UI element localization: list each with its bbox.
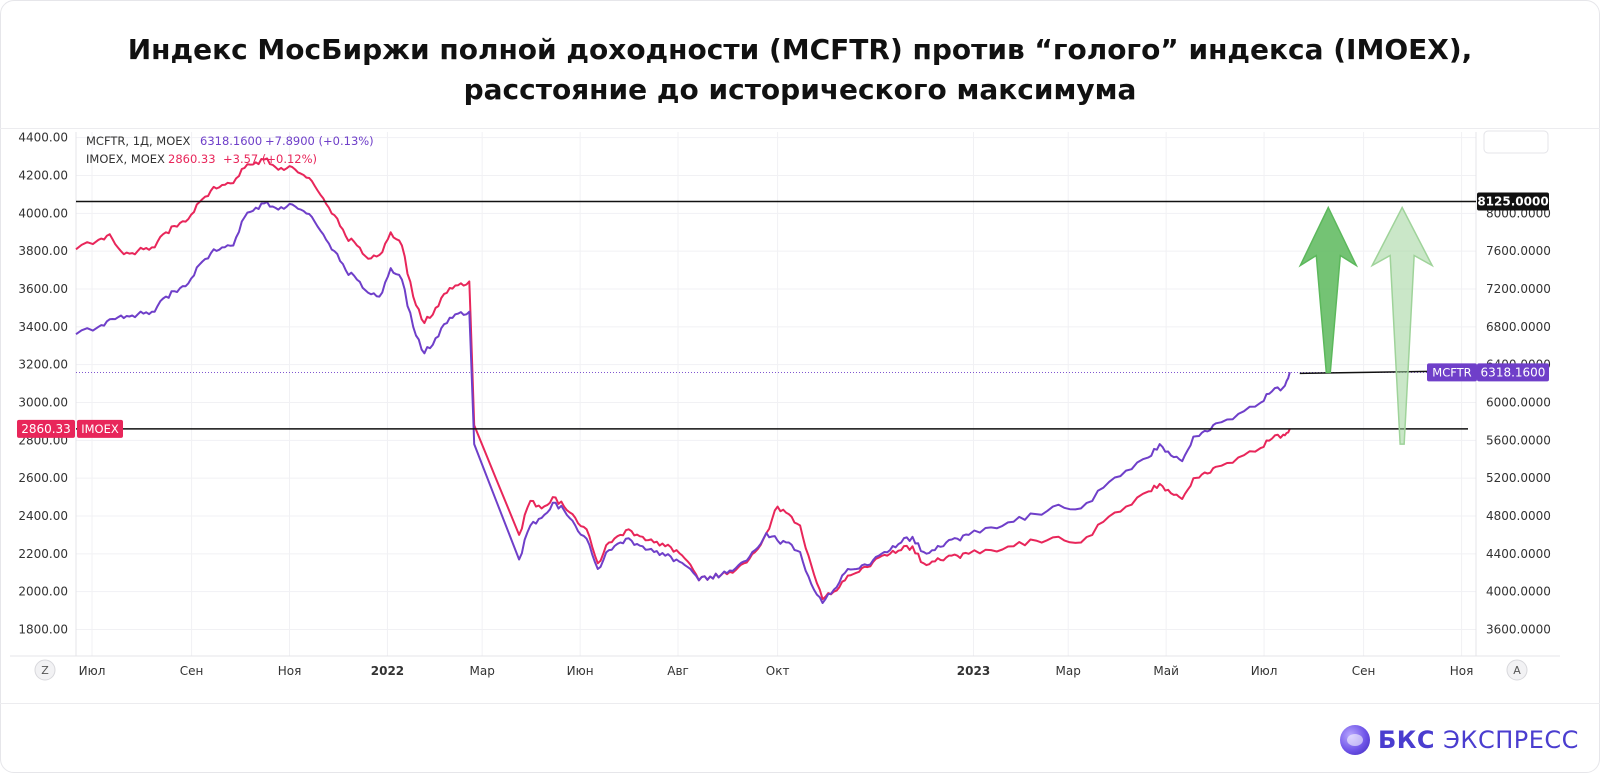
- x-axis-tick-label: Сен: [180, 664, 204, 678]
- max-level-badge: [1477, 192, 1549, 211]
- x-axis-tick-label: Июл: [79, 664, 106, 678]
- right-axis-tick-label: 5600.0000: [1486, 433, 1551, 447]
- x-axis-tick-label: Ноя: [278, 664, 302, 678]
- levels-layer: 8125.0000 MCFTR 6318.1600 2860.33 IMOEX: [17, 192, 1549, 438]
- right-axis-tick-label: 3600.0000: [1486, 623, 1551, 637]
- legend-imoex-value: 2860.33: [168, 152, 216, 166]
- legend-imoex-label[interactable]: IMOEX, MOEX: [86, 152, 165, 166]
- mcftr-last-badge: [1477, 363, 1549, 382]
- grid: [10, 132, 1560, 657]
- brand: БКС ЭКСПРЕСС: [1340, 722, 1579, 758]
- chart-frame: [0, 128, 1600, 704]
- imoex-last-badge: [17, 419, 75, 438]
- x-axis: Июл Сен Ноя 2022 Мар Июн Авг Окт 2023 Мар Май Июл Се…: [79, 664, 1474, 678]
- right-axis: 8000.00007600.00007200.00006800.00006400…: [1486, 206, 1551, 636]
- x-axis-tick-label: Сен: [1352, 664, 1376, 678]
- brand-logo-icon: [1340, 725, 1370, 755]
- right-axis-tick-label: 4800.0000: [1486, 509, 1551, 523]
- mcftr-tag-label: MCFTR: [1432, 365, 1471, 379]
- x-axis-tick-label: Авг: [667, 664, 689, 678]
- legend-mcftr-label[interactable]: MCFTR, 1Д, MOEX: [86, 134, 191, 148]
- left-axis-tick-label: 3000.00: [18, 396, 68, 410]
- imoex-last-value: 2860.33: [21, 422, 71, 436]
- left-axis-tick-label: 4400.00: [18, 131, 68, 145]
- left-axis-tick-label: 2600.00: [18, 471, 68, 485]
- chart-title-line-2: расстояние до исторического максимума: [463, 73, 1137, 106]
- brand-name-bold: БКС: [1378, 726, 1436, 754]
- chart-title: Индекс МосБиржи полной доходности (MCFTR…: [0, 30, 1600, 110]
- chart-title-line-1: Индекс МосБиржи полной доходности (MCFTR…: [127, 33, 1473, 66]
- right-axis-tick-label: 4000.0000: [1486, 585, 1551, 599]
- left-axis-tick-label: 2000.00: [18, 585, 68, 599]
- x-axis-tick-label: Июн: [567, 664, 594, 678]
- left-axis-tick-label: 3200.00: [18, 358, 68, 372]
- right-axis-tick-label: 6000.0000: [1486, 396, 1551, 410]
- brand-name-rest: ЭКСПРЕСС: [1443, 726, 1579, 754]
- imoex-tag-label: IMOEX: [81, 422, 119, 436]
- left-axis: 4400.00 4200.00 4000.00 3800.00 3600.00 3400.…: [18, 131, 68, 637]
- settings-corner[interactable]: [1483, 130, 1549, 154]
- mcftr-tag: [1427, 363, 1477, 382]
- legend-imoex-change: +3.57 (+0.12%): [223, 152, 317, 166]
- left-axis-tick-label: 3600.00: [18, 282, 68, 296]
- left-axis-tick-label: 4000.00: [18, 206, 68, 220]
- left-axis-tick-label: 3800.00: [18, 244, 68, 258]
- legend: MCFTR, 1Д, MOEX 6318.1600 +7.8900 (+0.13…: [86, 134, 374, 166]
- mcftr-last-value: 6318.1600: [1481, 365, 1546, 379]
- imoex-distance-arrow: [1370, 205, 1434, 445]
- x-axis-tick-label: 2023: [957, 664, 990, 678]
- series-layer: [75, 157, 1291, 604]
- auto-scale-button[interactable]: A: [1506, 659, 1528, 681]
- log-scale-button[interactable]: Z: [34, 659, 56, 681]
- arrows-layer: [1298, 205, 1434, 445]
- x-axis-tick-label: Май: [1153, 664, 1179, 678]
- mcftr-distance-line: [1299, 370, 1431, 375]
- max-level-value: 8125.0000: [1477, 195, 1548, 209]
- imoex-tag: [77, 419, 123, 438]
- right-axis-tick-label: 7200.0000: [1486, 282, 1551, 296]
- series-line-mcftr[interactable]: [75, 201, 1291, 604]
- log-scale-button-label: Z: [41, 664, 49, 677]
- auto-scale-button-label: A: [1513, 664, 1521, 677]
- left-axis-tick-label: 1800.00: [18, 623, 68, 637]
- brand-name: БКС ЭКСПРЕСС: [1378, 726, 1579, 754]
- right-axis-tick-label: 6800.0000: [1486, 320, 1551, 334]
- x-axis-tick-label: Мар: [1056, 664, 1081, 678]
- right-axis-tick-label: 5200.0000: [1486, 471, 1551, 485]
- right-axis-tick-label: 4400.0000: [1486, 547, 1551, 561]
- legend-mcftr-change: +7.8900 (+0.13%): [265, 134, 374, 148]
- right-axis-tick-label: 7600.0000: [1486, 244, 1551, 258]
- mcftr-distance-arrow: [1298, 205, 1359, 374]
- left-axis-tick-label: 2200.00: [18, 547, 68, 561]
- series-line-imoex[interactable]: [75, 157, 1291, 601]
- x-axis-tick-label: Окт: [766, 664, 790, 678]
- legend-mcftr-value: 6318.1600: [200, 134, 262, 148]
- left-axis-tick-label: 3400.00: [18, 320, 68, 334]
- x-axis-tick-label: Мар: [470, 664, 495, 678]
- left-axis-tick-label: 2400.00: [18, 509, 68, 523]
- x-axis-tick-label: Ноя: [1450, 664, 1474, 678]
- x-axis-tick-label: 2022: [371, 664, 404, 678]
- x-axis-tick-label: Июл: [1251, 664, 1278, 678]
- left-axis-tick-label: 4200.00: [18, 169, 68, 183]
